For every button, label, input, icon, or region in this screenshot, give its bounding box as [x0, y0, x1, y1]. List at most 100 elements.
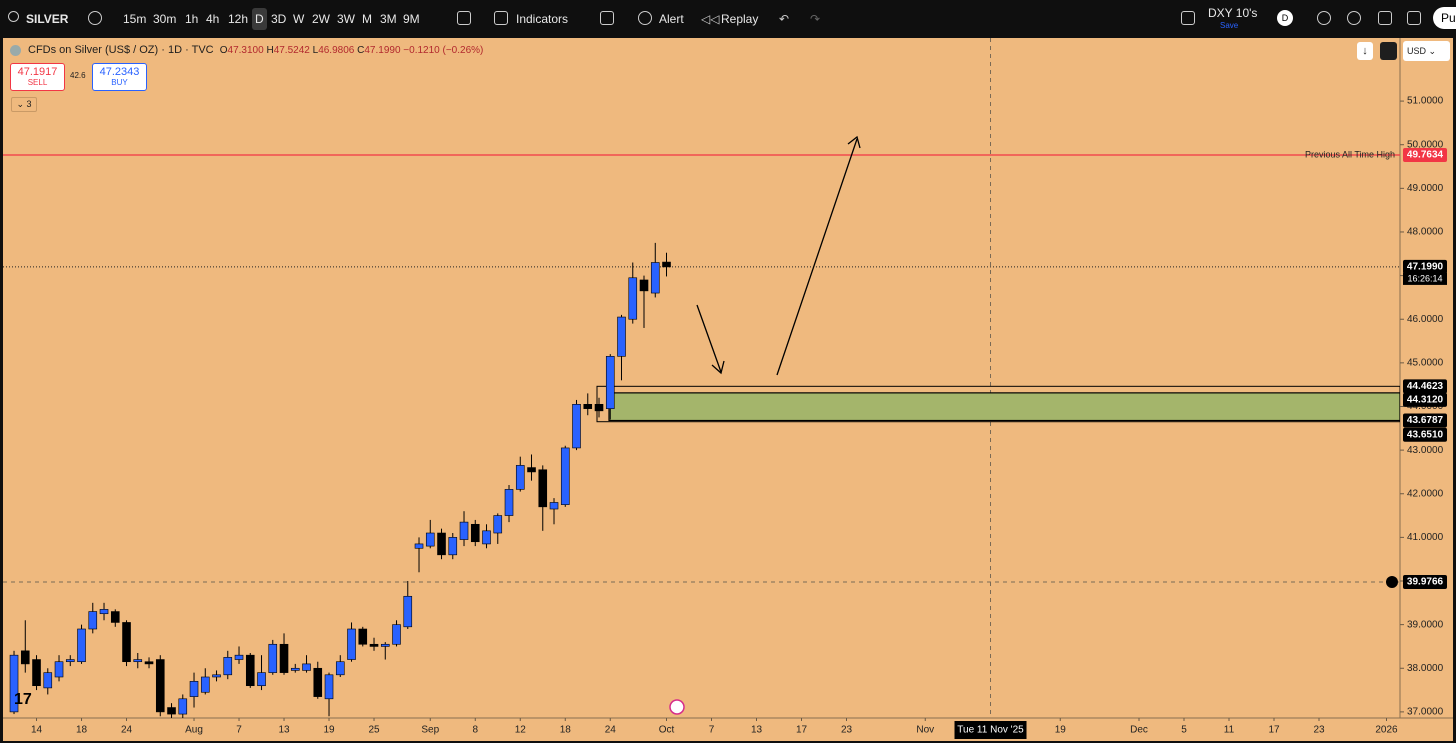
candle-body: [639, 279, 649, 292]
candle-body: [257, 672, 266, 687]
candle-body: [628, 277, 638, 320]
currency-dropdown[interactable]: USD ⌄: [1403, 41, 1450, 61]
chart-type-button[interactable]: [457, 11, 471, 25]
symbol[interactable]: SILVER: [26, 12, 69, 26]
arrow: [776, 138, 858, 376]
candle-body: [335, 661, 345, 676]
x-tick-label: 25: [368, 725, 380, 736]
candle-body: [178, 698, 188, 715]
templates-button[interactable]: [600, 11, 614, 25]
candle-body: [459, 521, 469, 540]
x-tick-label: 17: [1268, 725, 1280, 736]
interval[interactable]: 4h: [206, 12, 220, 26]
ohlc-value: 46.9806: [318, 45, 355, 56]
candle-body: [324, 674, 334, 700]
interval[interactable]: 30m: [153, 12, 177, 26]
candle-body: [122, 622, 131, 663]
interval[interactable]: 15m: [123, 12, 147, 26]
interval[interactable]: W: [293, 12, 305, 26]
interval[interactable]: 1h: [185, 12, 199, 26]
x-tick-label: 8: [472, 725, 478, 736]
interval[interactable]: 9M: [403, 12, 420, 26]
candle-body: [88, 611, 98, 630]
crosshair-time-label: Tue 11 Nov '25: [957, 725, 1024, 736]
scroll-button[interactable]: ↓: [1357, 42, 1373, 60]
undo-button[interactable]: ↶: [779, 12, 790, 26]
legend-title[interactable]: CFDs on Silver (US$ / OZ) · 1D · TVC: [28, 44, 214, 56]
publish-button[interactable]: Pu: [1433, 7, 1456, 29]
sell-button[interactable]: 47.1917 SELL: [10, 63, 65, 91]
x-tick-label: Nov: [916, 725, 934, 736]
symbol-icon: [10, 45, 21, 56]
indicators-icon[interactable]: [494, 11, 508, 25]
crosshair-time-box: [954, 721, 1027, 739]
candle-body: [662, 261, 671, 268]
redo-button[interactable]: ↷: [810, 12, 821, 26]
x-tick-label: 18: [76, 725, 88, 736]
countdown-box: [1403, 272, 1447, 285]
buy-label: BUY: [111, 78, 128, 87]
interval[interactable]: 2W: [312, 12, 330, 26]
candle-body: [9, 654, 19, 713]
candle-body: [650, 262, 660, 294]
x-tick-label: 13: [751, 725, 763, 736]
compare-button[interactable]: [88, 11, 102, 25]
candle-body: [470, 523, 480, 543]
search-tool[interactable]: [1317, 11, 1331, 25]
candle-body: [302, 663, 311, 671]
events-icon[interactable]: [669, 699, 685, 715]
fullscreen-button[interactable]: [1378, 11, 1392, 25]
interval-active[interactable]: D: [252, 8, 267, 30]
ath-text: Previous All Time High: [1305, 149, 1395, 159]
interval[interactable]: 3M: [380, 12, 397, 26]
alert-button[interactable]: Alert: [659, 12, 684, 26]
logo: 17: [14, 691, 32, 708]
indicators-button[interactable]: Indicators: [516, 12, 569, 26]
ohlc-value: 47.5242: [273, 45, 310, 56]
interval[interactable]: 3D: [271, 12, 287, 26]
candle-body: [617, 316, 626, 357]
ath-price-label: 49.7634: [1407, 150, 1444, 161]
zone-price-label: 43.6787: [1407, 415, 1444, 426]
alert-icon[interactable]: [638, 11, 652, 25]
interval[interactable]: 12h: [228, 12, 249, 26]
auto-scale-button[interactable]: [1380, 42, 1397, 60]
currency: USD: [1407, 46, 1427, 56]
zone-price-label-box: [1403, 413, 1447, 428]
candle-body: [279, 643, 289, 673]
candle-body: [392, 624, 401, 645]
search-icon[interactable]: [8, 11, 19, 22]
indicators-toggle[interactable]: ⌄ 3: [11, 97, 37, 112]
x-tick-label: 12: [515, 725, 527, 736]
layout-name[interactable]: DXY 10's: [1208, 6, 1258, 20]
buy-button[interactable]: 47.2343 BUY: [92, 63, 147, 91]
candle-body: [99, 609, 109, 615]
save-label[interactable]: Save: [1220, 21, 1239, 30]
candle-body: [234, 654, 244, 660]
sell-label: SELL: [27, 78, 48, 87]
ath-price-label-box: [1403, 148, 1447, 163]
last-price-label-box: [1403, 259, 1447, 274]
candle-body: [20, 650, 30, 665]
candle-body: [245, 654, 255, 687]
candle-body: [43, 672, 53, 689]
layout-icon[interactable]: [1181, 11, 1195, 25]
candle-body: [212, 674, 221, 678]
settings-button[interactable]: [1347, 11, 1361, 25]
snapshot-button[interactable]: [1407, 11, 1421, 25]
zone-inner: [608, 392, 1400, 422]
axes: 37.000038.000039.000040.000041.000042.00…: [31, 96, 1447, 739]
interval[interactable]: M: [362, 12, 372, 26]
replay-button[interactable]: Replay: [721, 12, 759, 26]
ohlc: O47.3100 H47.5242 L46.9806 C47.1990 −0.1…: [220, 45, 484, 56]
buy-price: 47.2343: [99, 66, 140, 78]
zone-price-label-box: [1403, 392, 1447, 407]
x-tick-label: Aug: [185, 725, 203, 736]
replay-icon[interactable]: ◁◁: [701, 12, 720, 26]
y-tick-label: 41.0000: [1407, 532, 1444, 543]
indicator-count: 3: [26, 99, 32, 109]
x-tick-label: 14: [31, 725, 43, 736]
avatar[interactable]: D: [1277, 10, 1293, 26]
candle-body: [223, 657, 233, 676]
interval[interactable]: 3W: [337, 12, 355, 26]
